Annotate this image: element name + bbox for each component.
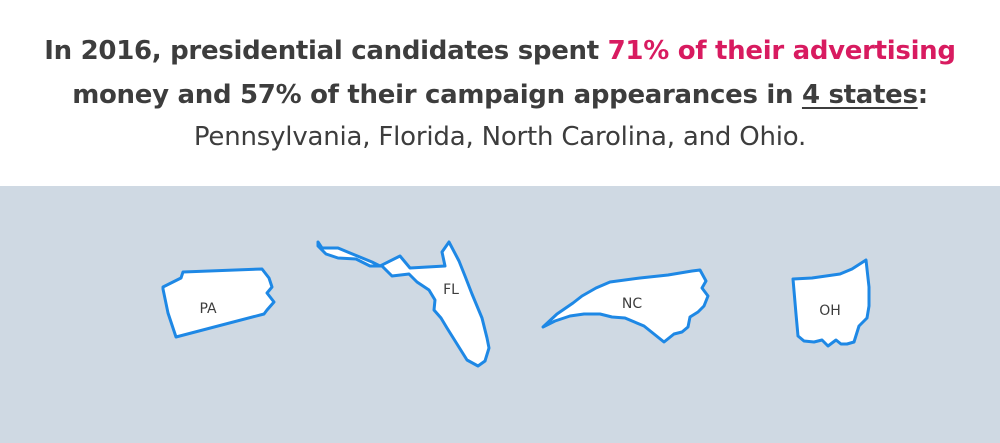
- headline-text: In 2016, presidential candidates spent: [44, 36, 608, 66]
- state-map-band: PA FL NC OH: [0, 186, 1000, 443]
- state-north-carolina: NC: [541, 268, 710, 344]
- headline-text: :: [917, 80, 928, 110]
- headline-block: In 2016, presidential candidates spent 7…: [0, 0, 1000, 186]
- state-label: FL: [443, 282, 459, 298]
- headline-underlined: 4 states: [801, 80, 918, 110]
- state-pennsylvania: PA: [161, 267, 276, 339]
- state-label: PA: [199, 301, 217, 317]
- pennsylvania-shape: [161, 267, 276, 339]
- ohio-shape: [791, 258, 871, 348]
- state-florida: FL: [316, 240, 491, 368]
- state-map: PA FL NC OH: [161, 240, 871, 368]
- headline-line-2: money and 57% of their campaign appearan…: [0, 80, 1000, 110]
- headline-text: money and 57% of their campaign appearan…: [72, 80, 802, 110]
- north-carolina-shape: [541, 268, 710, 344]
- florida-shape: [316, 240, 491, 368]
- state-label: NC: [622, 296, 642, 312]
- headline-highlight: 71% of their advertising: [607, 36, 956, 66]
- state-ohio: OH: [791, 258, 871, 348]
- state-list-text: Pennsylvania, Florida, North Carolina, a…: [193, 122, 807, 152]
- headline-line-1: In 2016, presidential candidates spent 7…: [0, 36, 1000, 66]
- state-label: OH: [819, 303, 841, 319]
